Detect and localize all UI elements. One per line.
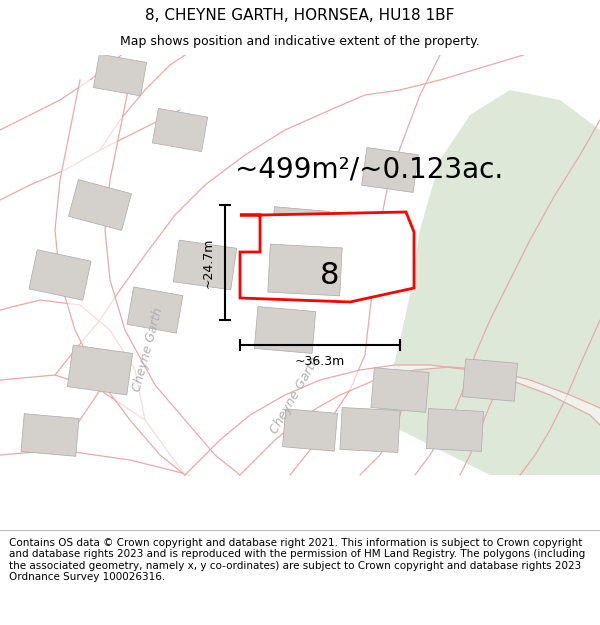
Polygon shape [463,359,518,401]
Polygon shape [173,240,236,290]
Polygon shape [427,409,484,451]
Polygon shape [271,207,329,253]
Polygon shape [362,148,418,192]
Text: Contains OS data © Crown copyright and database right 2021. This information is : Contains OS data © Crown copyright and d… [9,538,585,582]
Polygon shape [371,368,429,413]
Polygon shape [29,250,91,300]
Polygon shape [254,306,316,354]
Text: Cheyne Garth: Cheyne Garth [268,354,322,436]
Polygon shape [268,244,342,296]
Polygon shape [185,365,600,475]
Polygon shape [94,54,146,96]
Text: 8: 8 [320,261,340,289]
Polygon shape [340,408,400,452]
Text: 8, CHEYNE GARTH, HORNSEA, HU18 1BF: 8, CHEYNE GARTH, HORNSEA, HU18 1BF [145,8,455,23]
Polygon shape [55,80,240,475]
Text: ~24.7m: ~24.7m [202,238,215,288]
Polygon shape [380,90,600,475]
Text: ~499m²/~0.123ac.: ~499m²/~0.123ac. [235,156,503,184]
Polygon shape [21,414,79,456]
Text: ~36.3m: ~36.3m [295,355,345,368]
Polygon shape [67,345,133,395]
Polygon shape [152,108,208,152]
Polygon shape [283,409,338,451]
Text: Cheyne Garth: Cheyne Garth [131,306,166,394]
Polygon shape [127,287,183,333]
Text: Map shows position and indicative extent of the property.: Map shows position and indicative extent… [120,35,480,48]
Polygon shape [68,179,131,231]
Polygon shape [240,212,414,302]
